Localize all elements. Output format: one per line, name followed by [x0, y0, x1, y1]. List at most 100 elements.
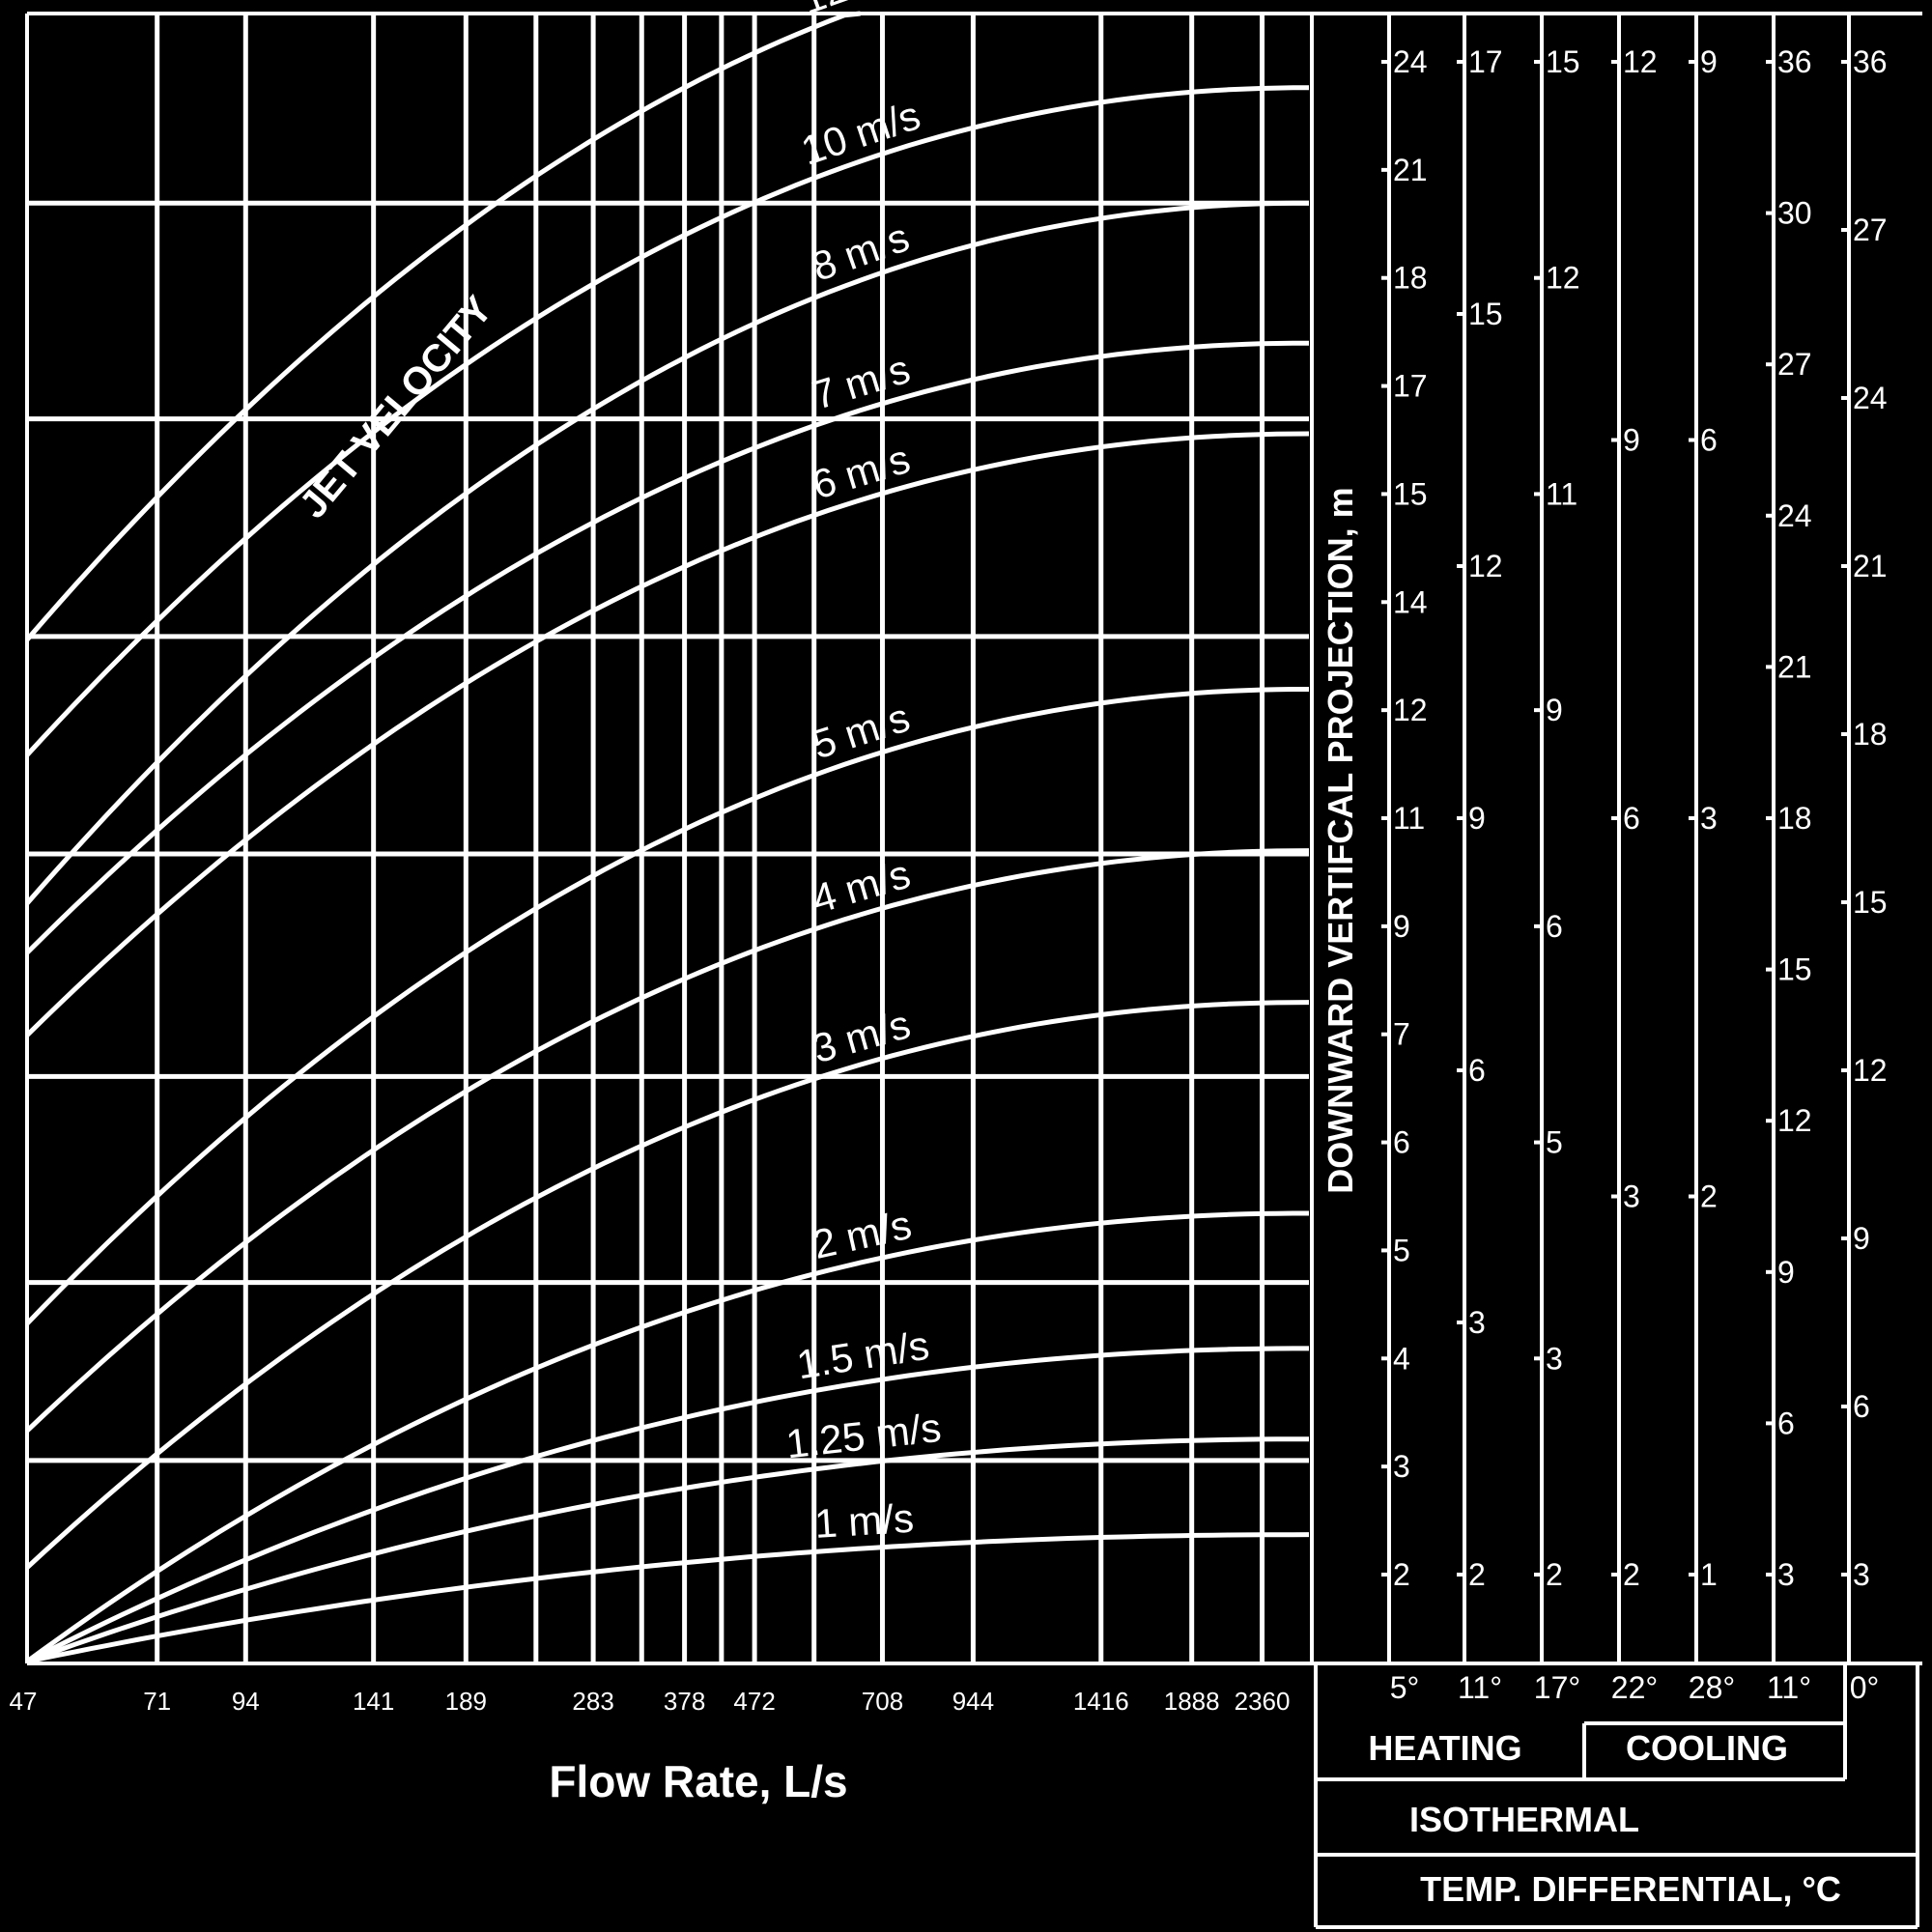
- velocity-curve-label: 6 m/s: [807, 436, 915, 508]
- projection-scale-label: 9: [1546, 693, 1563, 727]
- heating-label: HEATING: [1368, 1728, 1521, 1768]
- projection-scale-label: 36: [1777, 44, 1812, 79]
- projection-scale-label: 24: [1777, 498, 1812, 533]
- velocity-curve: [25, 1000, 1310, 1570]
- scale-temp-label: 22°: [1611, 1670, 1658, 1705]
- projection-scale-label: 15: [1393, 476, 1428, 511]
- projection-scale-label: 12: [1468, 549, 1503, 583]
- projection-scale-label: 7: [1393, 1017, 1410, 1052]
- x-tick-labels: 47 71 94 141 189 283 378 472 708 944 1416 1888 2360: [10, 1687, 1291, 1716]
- projection-scale-label: 9: [1853, 1221, 1870, 1256]
- projection-scale-label: 27: [1853, 213, 1888, 247]
- projection-scale-label: 9: [1393, 909, 1410, 944]
- velocity-curve-label: 2 m/s: [809, 1202, 916, 1267]
- projection-scale-label: 21: [1853, 549, 1888, 583]
- x-axis-title: Flow Rate, L/s: [549, 1756, 847, 1806]
- velocity-curves: 12 m/s10 m/s8 m/s7 m/s6 m/s5 m/s4 m/s3 m…: [25, 0, 1310, 1664]
- velocity-curve-label: 1 m/s: [813, 1495, 915, 1547]
- x-tick-label: 71: [143, 1687, 171, 1716]
- cooling-label: COOLING: [1626, 1728, 1788, 1768]
- projection-scale-label: 3: [1393, 1449, 1410, 1484]
- projection-scale-label: 3: [1777, 1557, 1795, 1592]
- projection-scale-label: 4: [1393, 1341, 1410, 1376]
- projection-scale-label: 17: [1393, 369, 1428, 404]
- velocity-curve: [25, 200, 1310, 905]
- velocity-curve: [26, 1436, 1309, 1664]
- projection-scale-label: 15: [1546, 44, 1580, 79]
- projection-scale-label: 6: [1393, 1125, 1410, 1160]
- projection-scale-label: 12: [1777, 1103, 1812, 1138]
- right-axis-title: DOWNWARD VERTIFCAL PROJECTION, m: [1321, 487, 1360, 1193]
- projection-scale-label: 6: [1623, 801, 1640, 836]
- projection-scale-label: 11: [1393, 801, 1425, 836]
- projection-scale-label: 18: [1777, 801, 1812, 836]
- projection-scale-label: 6: [1468, 1053, 1486, 1088]
- velocity-curve-label: 5 m/s: [807, 694, 915, 767]
- projection-scale-label: 6: [1546, 909, 1563, 944]
- projection-scale-label: 15: [1777, 952, 1812, 987]
- projection-scale-label: 17: [1468, 44, 1503, 79]
- projection-scale-label: 1: [1700, 1557, 1718, 1592]
- temp-differential-label: TEMP. DIFFERENTIAL, °C: [1420, 1869, 1841, 1909]
- projection-scale-label: 21: [1777, 649, 1812, 684]
- velocity-curve: [25, 1346, 1309, 1664]
- x-tick-label: 472: [733, 1687, 775, 1716]
- projection-scale-label: 3: [1623, 1179, 1640, 1214]
- velocity-curve: [25, 1210, 1309, 1664]
- x-tick-label: 94: [232, 1687, 260, 1716]
- projection-scale-label: 2: [1393, 1557, 1410, 1592]
- projection-scale-label: 11: [1546, 476, 1577, 511]
- x-tick-label: 1888: [1164, 1687, 1220, 1716]
- projection-scale-label: 12: [1393, 693, 1428, 727]
- projection-scale-label: 2: [1623, 1557, 1640, 1592]
- scale-temp-label: 28°: [1689, 1670, 1735, 1705]
- velocity-curve: [25, 11, 861, 641]
- projection-scale-label: 24: [1853, 381, 1888, 415]
- grid-lines: [27, 14, 1309, 1662]
- projection-scale-label: 3: [1546, 1341, 1563, 1376]
- projection-scale-label: 12: [1623, 44, 1658, 79]
- x-tick-label: 708: [862, 1687, 903, 1716]
- velocity-curve-label: 12 m/s: [795, 0, 925, 22]
- projection-scales: 242118171514121197654325°171512963211°15…: [1381, 14, 1888, 1705]
- velocity-curve: [25, 85, 1309, 757]
- projection-scale-label: 9: [1700, 44, 1718, 79]
- projection-scale-label: 3: [1853, 1557, 1870, 1592]
- projection-scale-label: 2: [1546, 1557, 1563, 1592]
- projection-scale-label: 27: [1777, 347, 1812, 382]
- projection-scale-label: 9: [1777, 1255, 1795, 1290]
- x-tick-label: 944: [952, 1687, 994, 1716]
- projection-scale-label: 2: [1700, 1179, 1718, 1214]
- temp-legend: HEATING COOLING ISOTHERMAL TEMP. DIFFERE…: [1314, 1663, 1919, 1929]
- projection-scale-label: 9: [1623, 423, 1640, 458]
- x-tick-label: 141: [353, 1687, 394, 1716]
- projection-scale-label: 18: [1393, 261, 1428, 296]
- scale-temp-label: 0°: [1850, 1670, 1880, 1705]
- velocity-curve-label: 7 m/s: [807, 346, 915, 418]
- projection-scale-label: 12: [1853, 1053, 1888, 1088]
- projection-scale-label: 15: [1468, 297, 1503, 331]
- x-tick-label: 1416: [1073, 1687, 1129, 1716]
- velocity-curve-label: 3 m/s: [808, 1001, 916, 1071]
- projection-scale-label: 12: [1546, 261, 1580, 296]
- projection-scale-label: 6: [1853, 1389, 1870, 1424]
- scale-temp-label: 11°: [1458, 1670, 1502, 1705]
- projection-scale-label: 36: [1853, 44, 1888, 79]
- velocity-curve: [25, 431, 1310, 1037]
- projection-scale-label: 14: [1393, 584, 1428, 619]
- x-tick-label: 189: [445, 1687, 487, 1716]
- scale-temp-label: 11°: [1767, 1670, 1811, 1705]
- x-tick-label: 2360: [1235, 1687, 1291, 1716]
- projection-scale-label: 5: [1546, 1125, 1563, 1160]
- scale-temp-label: 5°: [1390, 1670, 1420, 1705]
- velocity-curve-label: 4 m/s: [808, 851, 916, 923]
- projection-scale-label: 21: [1393, 153, 1428, 187]
- x-tick-label: 378: [664, 1687, 705, 1716]
- velocity-curve: [25, 848, 1310, 1434]
- projection-scale-label: 6: [1700, 423, 1718, 458]
- scale-temp-label: 17°: [1534, 1670, 1580, 1705]
- projection-scale-label: 3: [1468, 1305, 1486, 1340]
- velocity-curve: [25, 687, 1309, 1326]
- projection-scale-label: 15: [1853, 885, 1888, 920]
